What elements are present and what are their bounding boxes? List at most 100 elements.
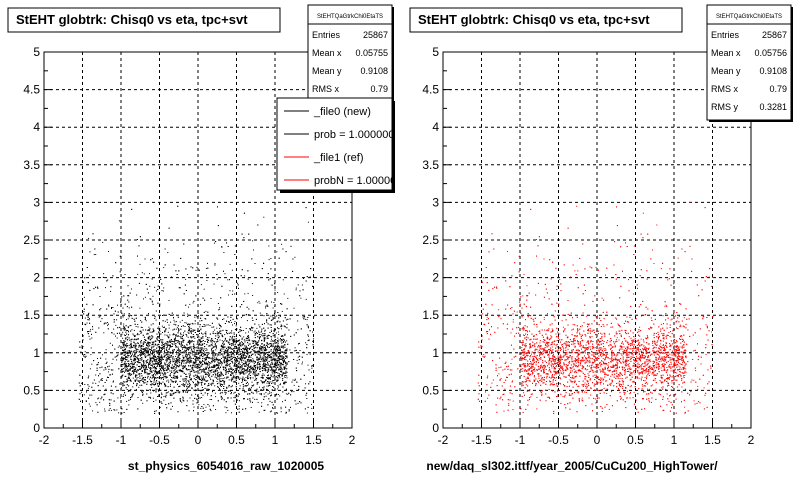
scatter-point — [217, 387, 219, 389]
scatter-point — [214, 329, 216, 331]
scatter-point — [234, 336, 236, 338]
scatter-point — [197, 343, 199, 345]
scatter-point — [129, 344, 131, 346]
scatter-point — [189, 364, 191, 366]
scatter-point — [235, 373, 237, 375]
scatter-point — [232, 362, 234, 364]
scatter-point — [267, 361, 268, 363]
scatter-point — [93, 288, 95, 290]
scatter-point — [195, 362, 197, 363]
scatter-point — [270, 381, 272, 383]
scatter-point — [191, 360, 193, 362]
scatter-point — [217, 358, 219, 360]
scatter-point — [256, 341, 258, 343]
scatter-point — [245, 351, 247, 353]
scatter-point — [216, 377, 218, 379]
scatter-point — [304, 318, 306, 320]
scatter-point — [131, 208, 133, 210]
scatter-point — [264, 352, 266, 354]
scatter-point — [280, 340, 282, 342]
scatter-point — [121, 387, 122, 389]
scatter-point — [247, 336, 248, 338]
scatter-point — [245, 349, 247, 350]
scatter-point — [240, 367, 242, 369]
scatter-point — [193, 406, 195, 408]
scatter-point — [249, 365, 251, 367]
scatter-point — [233, 376, 235, 378]
scatter-point — [215, 349, 217, 351]
scatter-point — [191, 367, 193, 369]
scatter-point — [149, 384, 151, 386]
scatter-point — [143, 363, 145, 365]
scatter-point — [134, 345, 136, 347]
scatter-point — [143, 352, 145, 354]
scatter-point — [276, 362, 278, 364]
scatter-point — [214, 344, 216, 346]
scatter-point — [144, 353, 146, 355]
scatter-point — [261, 335, 263, 337]
scatter-point — [104, 322, 106, 324]
scatter-point — [207, 394, 208, 396]
scatter-point — [154, 372, 156, 374]
scatter-point — [224, 337, 226, 339]
scatter-point — [275, 349, 277, 351]
scatter-point — [84, 351, 86, 353]
scatter-point — [182, 341, 184, 342]
scatter-point — [232, 340, 234, 342]
scatter-point — [140, 320, 142, 322]
scatter-point — [166, 349, 167, 351]
scatter-point — [211, 339, 213, 341]
scatter-point — [283, 360, 284, 362]
scatter-point — [294, 256, 296, 258]
scatter-point — [272, 335, 274, 337]
scatter-point — [197, 372, 199, 374]
scatter-point — [229, 339, 231, 341]
scatter-point — [188, 341, 190, 343]
scatter-point — [200, 365, 202, 367]
scatter-point — [102, 241, 104, 243]
scatter-point — [282, 373, 284, 375]
scatter-point — [121, 361, 123, 363]
scatter-point — [257, 361, 259, 363]
scatter-point — [238, 405, 240, 407]
scatter-point — [170, 373, 171, 375]
scatter-point — [153, 365, 155, 367]
scatter-point — [262, 368, 264, 370]
scatter-point — [212, 369, 214, 371]
scatter-point — [132, 347, 134, 348]
scatter-point — [175, 355, 177, 357]
scatter-point — [175, 371, 177, 373]
scatter-point — [286, 349, 288, 351]
scatter-point — [87, 377, 89, 379]
scatter-point — [299, 350, 301, 351]
scatter-point — [213, 390, 215, 391]
scatter-point — [204, 299, 206, 301]
scatter-point — [236, 376, 238, 378]
scatter-point — [127, 370, 129, 372]
scatter-point — [251, 346, 253, 348]
scatter-point — [178, 351, 180, 353]
scatter-point — [200, 351, 202, 353]
scatter-point — [178, 358, 180, 360]
scatter-point — [160, 363, 162, 365]
scatter-point — [121, 370, 123, 372]
scatter-point — [228, 379, 230, 381]
scatter-point — [128, 347, 130, 349]
scatter-point — [104, 408, 106, 410]
scatter-point — [219, 363, 221, 364]
scatter-point — [258, 390, 260, 392]
scatter-point — [97, 398, 99, 400]
scatter-point — [166, 360, 168, 362]
scatter-point — [239, 385, 241, 387]
scatter-point — [182, 341, 184, 343]
scatter-point — [136, 371, 138, 373]
scatter-point — [129, 366, 131, 367]
scatter-point — [233, 400, 235, 402]
scatter-point — [208, 363, 210, 365]
scatter-point — [224, 406, 226, 408]
scatter-point — [149, 360, 151, 362]
scatter-point — [237, 282, 239, 284]
scatter-point — [265, 353, 266, 355]
scatter-point — [270, 258, 272, 259]
scatter-point — [134, 347, 136, 349]
